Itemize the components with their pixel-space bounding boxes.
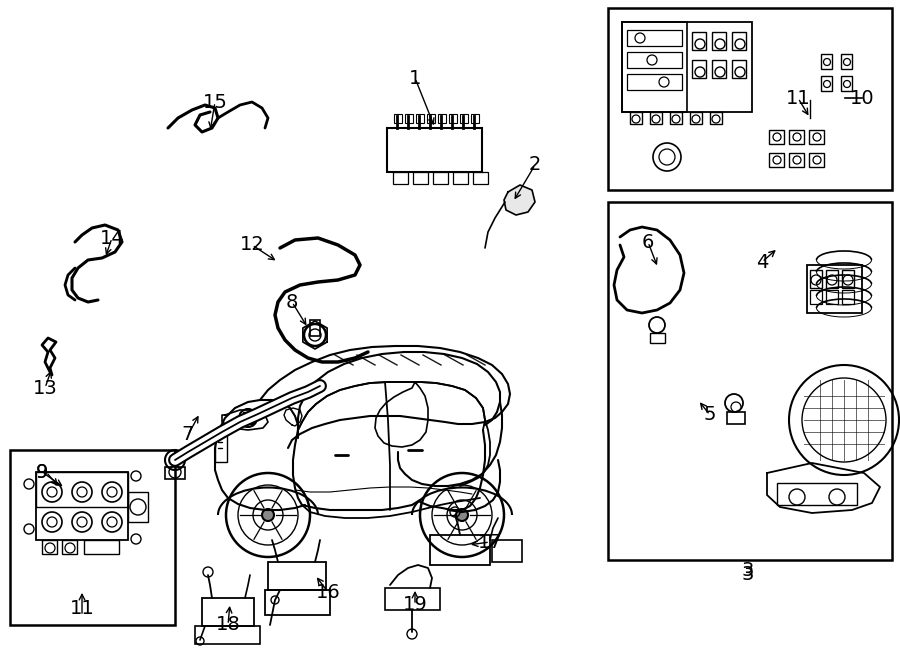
Bar [128,492,148,522]
Bar [608,202,892,560]
Polygon shape [504,185,535,215]
Bar [841,76,852,91]
Bar [821,54,832,69]
Text: 4: 4 [756,253,769,272]
Text: 13: 13 [32,379,58,397]
Bar [810,270,822,288]
Bar [430,535,490,565]
Bar [712,60,726,78]
Bar [789,153,804,167]
Bar [777,483,857,505]
Bar [393,172,408,184]
Text: 2: 2 [529,155,541,175]
Bar [215,432,227,462]
Bar [732,60,746,78]
Bar [809,153,824,167]
Bar [732,32,746,50]
Bar [789,130,804,144]
Circle shape [262,509,274,521]
Text: 16: 16 [316,582,340,602]
Text: 17: 17 [478,533,502,551]
Text: 5: 5 [704,405,716,424]
Bar [10,450,175,625]
Text: 3: 3 [742,566,754,584]
Text: 11: 11 [69,598,94,617]
Bar [690,112,702,124]
Text: 9: 9 [36,463,49,481]
Bar [310,320,320,336]
Bar [826,270,838,288]
Text: 18: 18 [216,615,240,635]
Bar [842,290,854,304]
Bar [265,590,330,615]
Bar [710,112,722,124]
Text: 10: 10 [850,89,874,108]
Bar [36,472,128,540]
Bar [712,32,726,50]
Text: 19: 19 [402,596,428,615]
Bar [416,114,424,123]
Text: 7: 7 [182,426,194,444]
Bar [42,540,57,554]
Text: 3: 3 [742,561,754,580]
Bar [692,32,706,50]
Bar [650,112,662,124]
Bar [809,130,824,144]
Text: 12: 12 [239,235,265,254]
Bar [627,74,682,90]
Text: 9: 9 [36,463,49,481]
Text: 6: 6 [642,233,654,251]
Bar [727,412,745,424]
Bar [841,54,852,69]
Bar [622,22,752,112]
Bar [387,128,482,172]
Bar [821,76,832,91]
Bar [622,22,687,112]
Bar [816,255,872,335]
Bar [405,114,413,123]
Bar [471,114,479,123]
Bar [453,172,468,184]
Bar [394,114,402,123]
Bar [842,270,854,288]
Text: 11: 11 [786,89,810,108]
Bar [438,114,446,123]
Bar [650,333,665,343]
Bar [810,290,822,304]
Text: 8: 8 [286,293,298,311]
Bar [202,598,254,626]
Text: 15: 15 [202,93,228,112]
Text: 14: 14 [100,229,124,247]
Bar [807,265,862,313]
Bar [195,626,260,644]
Bar [268,562,326,590]
Bar [826,290,838,304]
Bar [630,112,642,124]
Bar [670,112,682,124]
Bar [492,540,522,562]
Bar [385,588,440,610]
Bar [36,472,128,507]
Bar [62,540,77,554]
Bar [627,30,682,46]
Bar [692,60,706,78]
Text: 1: 1 [409,69,421,87]
Bar [627,52,682,68]
Bar [769,130,784,144]
Bar [449,114,457,123]
Bar [243,412,253,424]
Bar [413,172,428,184]
Bar [473,172,488,184]
Bar [427,114,435,123]
Bar [460,114,468,123]
Bar [608,8,892,190]
Bar [165,467,185,479]
Bar [84,540,119,554]
Bar [769,153,784,167]
Bar [433,172,448,184]
Circle shape [456,509,468,521]
